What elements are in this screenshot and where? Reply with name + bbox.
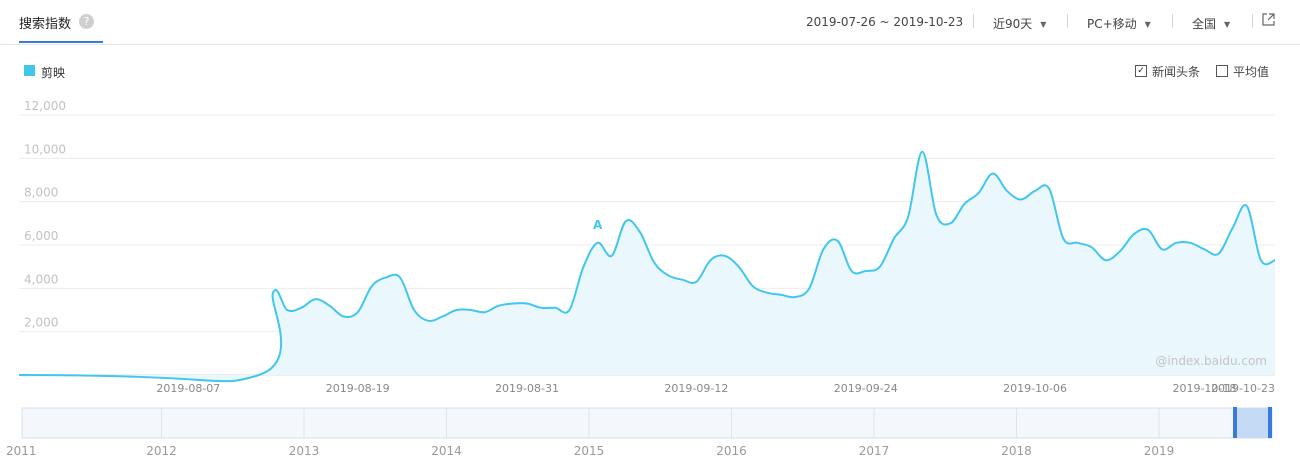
x-tick-label: 2019-08-19	[326, 382, 390, 395]
y-tick-label: 10,000	[24, 142, 66, 156]
timeline-year-label: 2018	[1001, 444, 1032, 458]
divider	[1172, 14, 1173, 28]
timeline-year-label: 2015	[574, 444, 605, 458]
region-value: 全国	[1192, 17, 1217, 31]
header-bar: 搜索指数 ? 2019-07-26 ~ 2019-10-23 近90天 ▼ PC+…	[0, 0, 1300, 45]
timeline-year-label: 2012	[146, 444, 177, 458]
tab-search-index[interactable]: 搜索指数	[19, 17, 72, 32]
timeline-handle-left[interactable]	[1233, 407, 1237, 438]
timeline-year-label: 2013	[289, 444, 320, 458]
legend-swatch	[24, 65, 35, 76]
y-tick-label: 6,000	[24, 229, 58, 243]
series-line	[18, 150, 1276, 383]
timeline-selection[interactable]	[1236, 408, 1271, 438]
x-tick-label: 2019-10-18	[1172, 382, 1236, 395]
x-tick-label: 2019-09-12	[664, 382, 728, 395]
y-tick-label: 4,000	[24, 272, 58, 286]
watermark: @index.baidu.com	[1155, 354, 1267, 368]
help-icon[interactable]: ?	[79, 14, 94, 29]
period-dropdown[interactable]: 近90天 ▼	[993, 15, 1046, 32]
news-annotation-marker[interactable]: A	[593, 218, 603, 232]
x-tick-label: 2019-09-24	[834, 382, 898, 395]
y-tick-label: 12,000	[24, 99, 66, 113]
external-link-icon[interactable]	[1262, 13, 1275, 26]
timeline-year-label: 2019	[1144, 444, 1175, 458]
x-tick-label: 2019-08-31	[495, 382, 559, 395]
divider	[1067, 14, 1068, 28]
legend-series-label[interactable]: 剪映	[41, 66, 66, 80]
timeline-navigator[interactable]	[21, 407, 1273, 439]
caret-down-icon: ▼	[1040, 20, 1047, 29]
divider	[1252, 14, 1253, 28]
device-dropdown[interactable]: PC+移动 ▼	[1087, 15, 1151, 32]
x-tick-label: 2019-10-06	[1003, 382, 1067, 395]
date-range-text: 2019-07-26 ~ 2019-10-23	[806, 15, 964, 29]
caret-down-icon: ▼	[1224, 20, 1231, 29]
news-checkbox[interactable]: ✓	[1135, 65, 1147, 77]
device-value: PC+移动	[1087, 17, 1137, 31]
timeline-year-label: 2016	[716, 444, 747, 458]
news-checkbox-label[interactable]: 新闻头条	[1152, 65, 1201, 79]
timeline-year-label: 2011	[6, 444, 37, 458]
average-checkbox[interactable]	[1216, 65, 1228, 77]
x-tick-label: 2019-08-07	[156, 382, 220, 395]
active-tab-underline	[19, 41, 103, 43]
period-value: 近90天	[993, 17, 1033, 31]
timeline-handle-right[interactable]	[1268, 407, 1272, 438]
timeline-year-label: 2017	[859, 444, 890, 458]
date-range-picker[interactable]: 2019-07-26 ~ 2019-10-23	[806, 15, 963, 29]
timeline-year-label: 2014	[431, 444, 462, 458]
y-tick-label: 8,000	[24, 186, 58, 200]
divider	[973, 14, 974, 28]
average-checkbox-label[interactable]: 平均值	[1233, 65, 1270, 79]
y-tick-label: 2,000	[24, 316, 58, 330]
series-area	[19, 151, 1275, 382]
region-dropdown[interactable]: 全国 ▼	[1192, 15, 1230, 32]
caret-down-icon: ▼	[1144, 20, 1151, 29]
x-tick-label: 2019-10-23	[1211, 382, 1275, 395]
